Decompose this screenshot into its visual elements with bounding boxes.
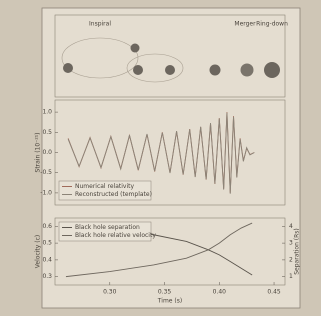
legend-label: Black hole relative velocity <box>75 232 156 239</box>
y2-tick-label: 2 <box>289 256 293 263</box>
y-tick-label: 0.5 <box>42 240 52 247</box>
y-tick-label: 0.6 <box>42 223 52 230</box>
y-tick-label: 0.5 <box>42 129 52 136</box>
y2-tick-label: 1 <box>289 273 293 280</box>
y-tick-label: -0.5 <box>40 169 52 176</box>
legend-label: Numerical relativity <box>75 183 134 190</box>
y-tick-label: 1.0 <box>42 109 52 116</box>
x-tick-label: 0.40 <box>213 289 227 296</box>
y-tick-label: -1.0 <box>40 189 52 196</box>
y2-tick-label: 3 <box>289 240 293 247</box>
y-axis-label: Strain (10⁻²¹) <box>35 133 42 173</box>
x-tick-label: 0.30 <box>103 289 117 296</box>
y2-axis-label: Separation (Rs) <box>294 228 301 275</box>
y-tick-label: 0.4 <box>42 256 52 263</box>
legend-label: Black hole separation <box>75 224 140 231</box>
annotation: Inspiral <box>89 21 111 28</box>
x-tick-label: 0.45 <box>267 289 281 296</box>
y-axis-label: Velocity (c) <box>35 235 42 268</box>
y2-tick-label: 4 <box>289 223 293 230</box>
legend-label: Reconstructed (template) <box>75 191 152 198</box>
annotation: Ring-down <box>256 21 288 28</box>
figure-card <box>42 8 300 308</box>
chart: Inspiral MergerRing-down 1.0 0.5 0.0 -0.5 -1.0… <box>0 0 321 316</box>
x-axis-label: Time (s) <box>157 298 182 305</box>
x-tick-label: 0.35 <box>158 289 172 296</box>
page: {"chart_data": [ {"type": "line", "annot… <box>0 0 321 316</box>
y-tick-label: 0.3 <box>42 273 52 280</box>
annotation: Merger <box>234 21 256 28</box>
y-tick-label: 0.0 <box>42 149 52 156</box>
